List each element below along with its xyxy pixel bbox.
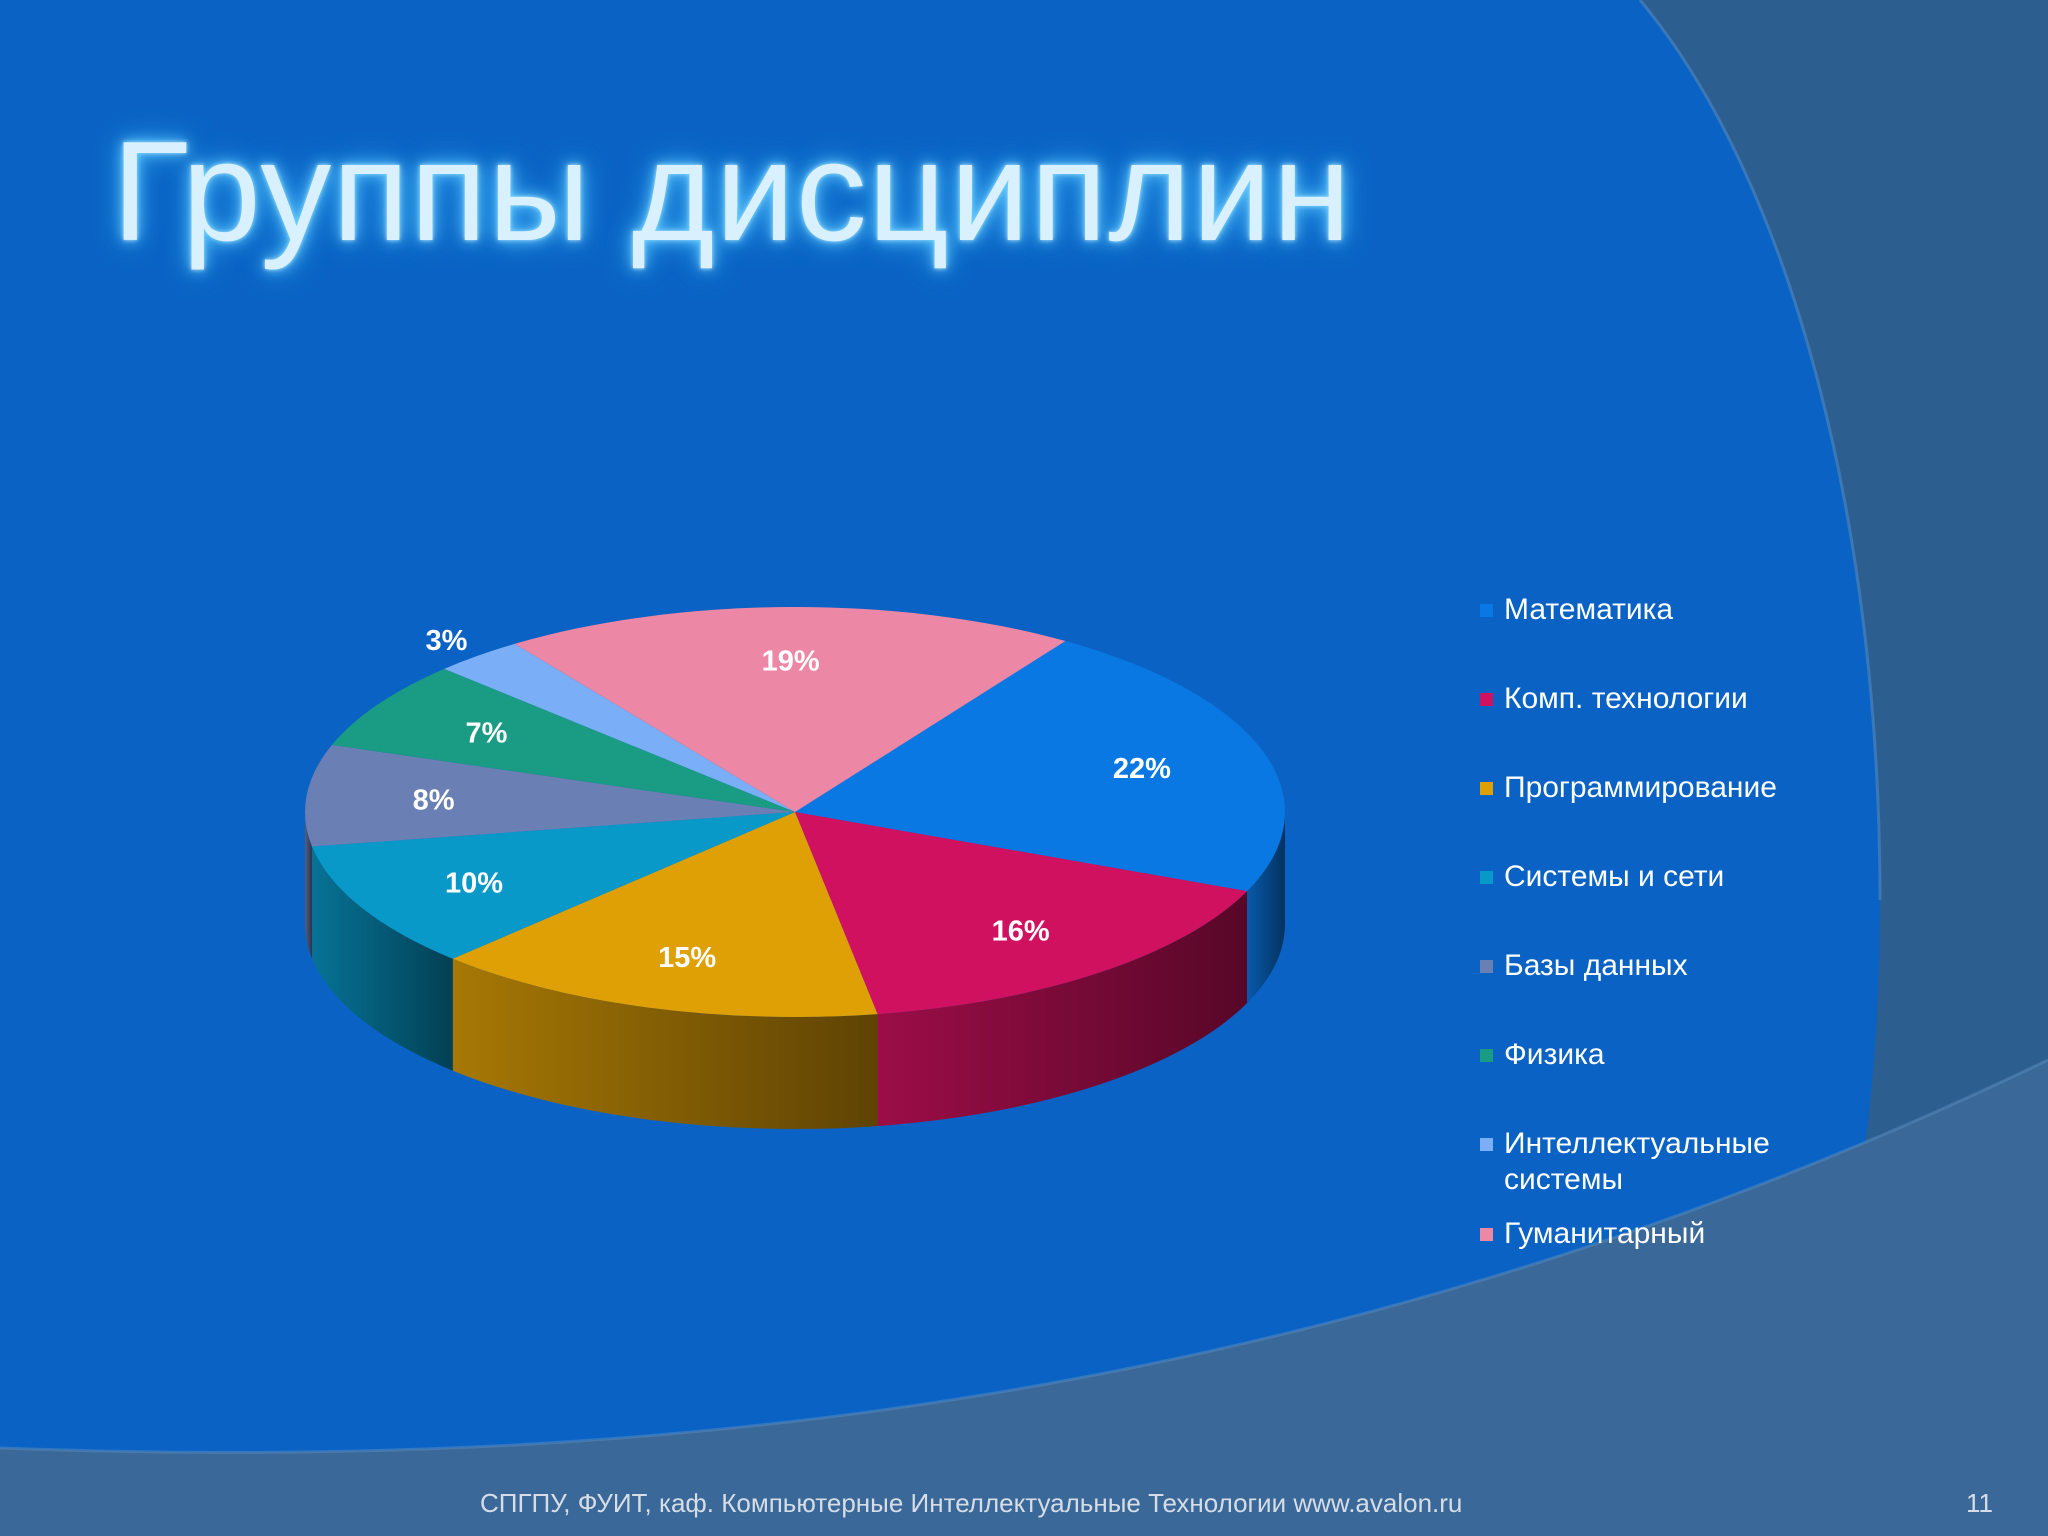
legend-swatch (1480, 1049, 1493, 1062)
legend-label: Математика (1504, 593, 1674, 626)
legend-item: Программирование (1478, 770, 1898, 859)
slice-базы-данных (304, 744, 795, 847)
page-number: 11 (1966, 1488, 1993, 1518)
slice-интеллектуальные-системы-value-label: 3% (425, 625, 467, 657)
slide-footer: СПГПУ, ФУИТ, каф. Компьютерные Интеллект… (480, 1488, 1463, 1518)
slice-комп-технологии-value-label: 16% (992, 916, 1050, 948)
slice-гуманитарный (514, 606, 1066, 812)
legend-swatch (1480, 1138, 1493, 1151)
slide-title: Группы дисциплин (112, 112, 1352, 271)
pie-sides (305, 812, 1285, 1129)
slice-системы-и-сети (312, 812, 795, 959)
legend-swatch (1480, 871, 1493, 884)
slice-комп-технологии (795, 812, 1248, 1015)
legend-item: Гуманитарный (1478, 1216, 1898, 1276)
slice-программирование (452, 812, 878, 1017)
pie-data-labels: 22% 16% 15% 10% 8% 7% 3% 19% (413, 625, 1171, 974)
legend-label: Программирование (1504, 771, 1777, 804)
legend-label: Физика (1504, 1038, 1605, 1071)
slice-математика-side (1247, 812, 1285, 1004)
slice-физика (331, 668, 795, 812)
legend-label: Гуманитарный (1504, 1217, 1706, 1250)
legend-swatch (1480, 1228, 1493, 1241)
slice-системы-и-сети-side (312, 846, 453, 1071)
legend-label: Базы данных (1504, 949, 1688, 982)
legend-swatch (1480, 782, 1493, 795)
slice-комп-технологии-side (877, 891, 1248, 1127)
legend-swatch (1480, 960, 1493, 973)
slice-интеллектуальные-системы (444, 643, 795, 812)
slice-гуманитарный-value-label: 19% (762, 645, 820, 677)
slice-программирование-side (452, 958, 878, 1129)
legend-swatch (1480, 604, 1493, 617)
legend-item: Базы данных (1478, 948, 1898, 1037)
chart-legend: Математика Комп. технологии Программирован… (1478, 592, 1898, 1276)
legend-item: Физика (1478, 1037, 1898, 1126)
legend-item: Системы и сети (1478, 859, 1898, 948)
slice-базы-данных-value-label: 8% (413, 785, 455, 817)
legend-item: Комп. технологии (1478, 681, 1898, 770)
slice-базы-данных-side (305, 812, 313, 959)
legend-swatch (1480, 693, 1493, 706)
slice-программирование-value-label: 15% (658, 942, 716, 974)
slice-математика (795, 641, 1285, 892)
legend-label: Комп. технологии (1504, 682, 1748, 715)
legend-label: Системы и сети (1504, 860, 1725, 893)
legend-item: Интеллектуальные системы (1478, 1126, 1898, 1216)
slice-системы-и-сети-value-label: 10% (445, 868, 503, 900)
pie-top (304, 606, 1285, 1017)
legend-item: Математика (1478, 592, 1898, 681)
slice-физика-value-label: 7% (466, 717, 508, 749)
slice-математика-value-label: 22% (1113, 753, 1171, 785)
legend-label: Интеллектуальные системы (1504, 1127, 1770, 1196)
